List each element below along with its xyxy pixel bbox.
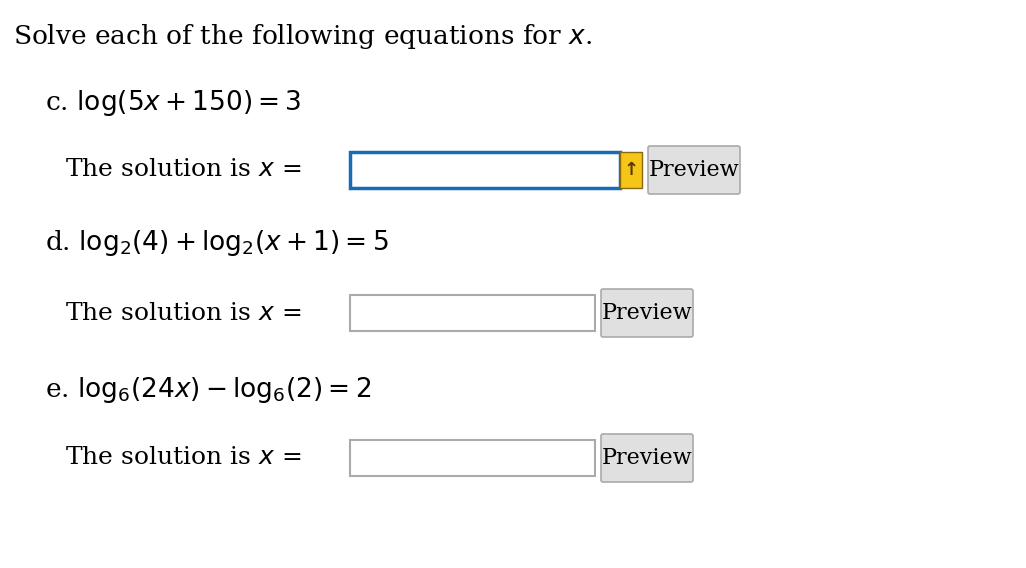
Bar — [350, 152, 620, 188]
Text: Preview: Preview — [601, 447, 693, 469]
Bar — [350, 440, 595, 476]
Text: The solution is $x$ =: The solution is $x$ = — [65, 302, 302, 324]
Bar — [620, 152, 642, 188]
Text: Preview: Preview — [601, 302, 693, 324]
Text: e. $\mathrm{log}_6(24x) - \mathrm{log}_6(2) = 2$: e. $\mathrm{log}_6(24x) - \mathrm{log}_6… — [45, 375, 371, 405]
Text: c. $\mathrm{log}(5x + 150) = 3$: c. $\mathrm{log}(5x + 150) = 3$ — [45, 88, 302, 118]
FancyBboxPatch shape — [601, 289, 693, 337]
FancyBboxPatch shape — [601, 434, 693, 482]
FancyBboxPatch shape — [648, 146, 740, 194]
Text: d. $\mathrm{log}_2(4) + \mathrm{log}_2(x + 1) = 5$: d. $\mathrm{log}_2(4) + \mathrm{log}_2(x… — [45, 228, 389, 258]
Bar — [350, 295, 595, 331]
Text: The solution is $x$ =: The solution is $x$ = — [65, 446, 302, 470]
Text: The solution is $x$ =: The solution is $x$ = — [65, 158, 302, 182]
Text: Solve each of the following equations for $x$.: Solve each of the following equations fo… — [13, 22, 592, 51]
Text: Preview: Preview — [648, 159, 740, 181]
Text: ↑: ↑ — [624, 161, 638, 179]
